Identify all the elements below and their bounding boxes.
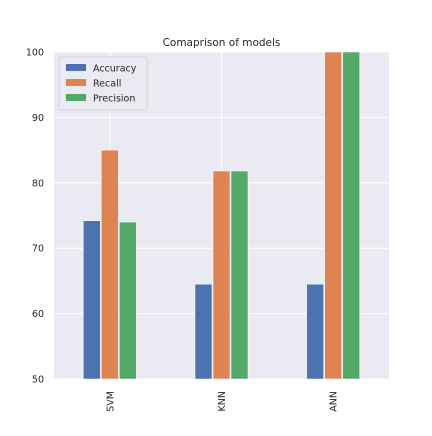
legend-swatch-accuracy [66,64,86,71]
y-tick-label-60: 60 [32,309,44,320]
bar-svm-recall [101,149,119,380]
y-tick-label-50: 50 [32,375,44,386]
legend-label-accuracy: Accuracy [93,64,137,75]
bar-svm-precision [119,221,137,380]
bar-knn-recall [212,170,231,380]
bar-svm-accuracy [83,220,101,380]
chart-title: Comaprison of models [163,37,281,49]
legend-swatch-precision [66,94,86,101]
legend-label-recall: Recall [93,79,121,90]
x-tick-label-knn: KNN [217,391,228,411]
y-tick-label-70: 70 [32,244,44,255]
legend: Accuracy Recall Precision [58,56,148,111]
bars-layer [83,51,360,380]
y-tick-label-100: 100 [26,48,44,59]
bar-knn-accuracy [194,283,213,380]
y-axis: 50 60 70 80 90 100 [26,48,44,386]
x-tick-label-ann: ANN [329,391,340,412]
y-tick-label-80: 80 [32,178,44,189]
x-tick-label-svm: SVM [105,391,116,412]
legend-swatch-recall [66,79,86,86]
bar-knn-precision [230,170,249,380]
bar-ann-precision [342,51,360,380]
bar-ann-recall [324,51,342,380]
y-tick-label-90: 90 [32,113,44,124]
legend-label-precision: Precision [93,94,135,105]
bar-ann-accuracy [306,283,324,380]
x-axis: SVM KNN ANN [105,391,339,412]
